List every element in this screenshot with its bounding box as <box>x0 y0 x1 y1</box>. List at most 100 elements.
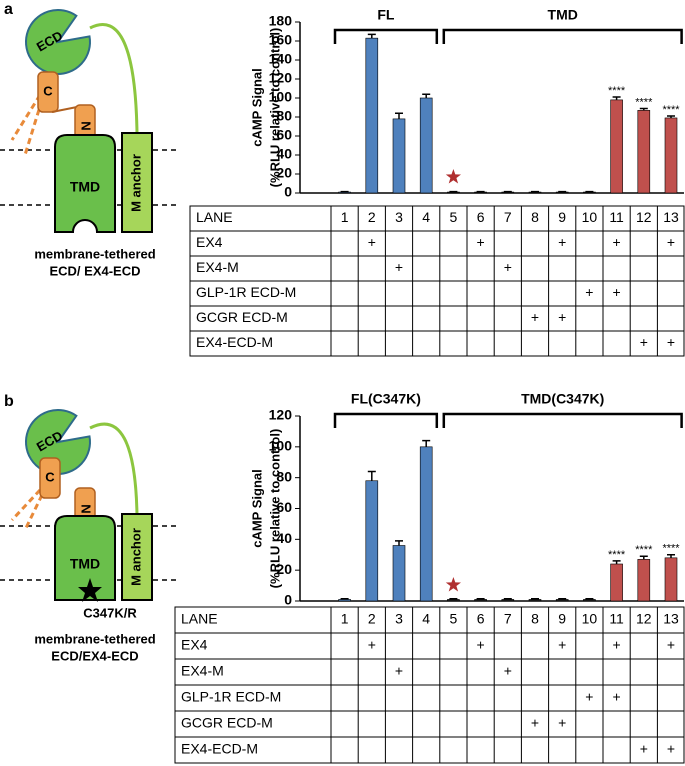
mutation-label: C347K/R <box>83 605 137 620</box>
error-bar <box>367 470 376 481</box>
n-label: N <box>79 504 94 513</box>
error-bar <box>422 93 431 98</box>
caption: ECD/ EX4-ECD <box>49 263 140 278</box>
y-axis-label: (%RLU relative to control) <box>267 28 282 188</box>
anchor <box>121 132 153 233</box>
y-tick-label: 120 <box>269 407 293 423</box>
cell: 11 <box>609 209 624 225</box>
star <box>445 577 461 592</box>
cell: 13 <box>663 611 679 627</box>
cell: 9 <box>558 611 566 627</box>
bar <box>338 599 351 602</box>
row-label: EX4 <box>196 234 223 250</box>
cell: + <box>640 334 648 350</box>
error-bar <box>639 107 648 111</box>
anchor-label: M anchor <box>128 528 143 586</box>
y-tick-label: 60 <box>276 127 292 143</box>
error-bar <box>558 597 567 600</box>
bar <box>365 480 379 602</box>
cell: + <box>613 637 621 653</box>
y-tick-label: 20 <box>276 561 292 577</box>
tail <box>23 494 44 531</box>
cell: 4 <box>422 209 430 225</box>
row-label: LANE <box>196 209 233 225</box>
bar <box>664 557 678 602</box>
cell: + <box>531 715 539 731</box>
cell: + <box>613 234 621 250</box>
c-label: C <box>43 83 53 98</box>
bar <box>528 599 542 602</box>
row-label: GCGR ECD-M <box>181 715 273 731</box>
row-label: EX4-ECD-M <box>181 741 258 757</box>
bar <box>392 118 406 194</box>
error-bar <box>612 560 621 564</box>
row-label: EX4-M <box>196 259 239 275</box>
diagram: ECD C N TMD M anchor C347K/R membrane-te… <box>0 408 180 663</box>
group-label: FL <box>377 7 395 23</box>
cell: 3 <box>395 209 403 225</box>
row-label: EX4 <box>181 637 208 653</box>
ecd <box>24 8 91 75</box>
cell: + <box>558 234 566 250</box>
y-tick-label: 80 <box>276 108 292 124</box>
y-tick-label: 180 <box>269 13 293 29</box>
cell: 13 <box>663 209 679 225</box>
group-label: TMD(C347K) <box>521 391 604 407</box>
cell: 7 <box>504 209 512 225</box>
tmd-label: TMD <box>70 179 100 195</box>
linker <box>89 422 139 516</box>
bar <box>555 599 569 602</box>
cell: + <box>531 309 539 325</box>
c-label: C <box>45 469 55 484</box>
row-label: GLP-1R ECD-M <box>181 689 281 705</box>
bar <box>447 599 460 602</box>
y-tick-label: 100 <box>269 438 293 454</box>
bracket <box>333 28 439 44</box>
y-axis-label: cAMP Signal <box>249 469 264 548</box>
bracket <box>442 412 683 428</box>
cell: + <box>395 663 403 679</box>
cell: + <box>558 637 566 653</box>
bar <box>474 599 487 602</box>
error-bar <box>476 597 485 600</box>
cell: + <box>477 637 485 653</box>
bar <box>637 110 651 194</box>
cell: + <box>667 234 675 250</box>
error-bar <box>612 96 621 100</box>
error-bar <box>667 115 675 118</box>
error-bar <box>422 439 431 447</box>
y-axis-label: cAMP Signal <box>249 68 264 147</box>
cell: + <box>368 234 376 250</box>
cell: 12 <box>636 209 652 225</box>
bar <box>583 599 596 602</box>
cell: + <box>558 715 566 731</box>
significance: **** <box>635 96 653 108</box>
y-tick-label: 80 <box>276 468 292 484</box>
bracket <box>442 28 683 44</box>
cell: + <box>504 259 512 275</box>
bar <box>610 563 623 602</box>
anchor <box>121 513 153 601</box>
error-bar <box>667 554 675 558</box>
cell: 6 <box>477 611 485 627</box>
cell: 11 <box>609 611 624 627</box>
row-label: GCGR ECD-M <box>196 309 288 325</box>
error-bar <box>340 597 349 600</box>
error-bar <box>503 597 512 600</box>
y-tick-label: 60 <box>276 499 292 515</box>
tmd <box>54 134 116 233</box>
cell: 10 <box>582 209 598 225</box>
significance: **** <box>635 544 653 556</box>
bar <box>419 97 433 194</box>
y-tick-label: 40 <box>276 146 292 162</box>
cell: 1 <box>341 611 349 627</box>
panel-label: a <box>4 1 13 18</box>
row-label: GLP-1R ECD-M <box>196 284 296 300</box>
caption: membrane-tethered <box>34 246 155 261</box>
cell: 12 <box>636 611 652 627</box>
ecd <box>24 408 91 475</box>
bar <box>392 545 406 602</box>
error-bar <box>639 555 648 560</box>
bar <box>501 599 515 602</box>
caption: membrane-tethered <box>34 631 155 646</box>
